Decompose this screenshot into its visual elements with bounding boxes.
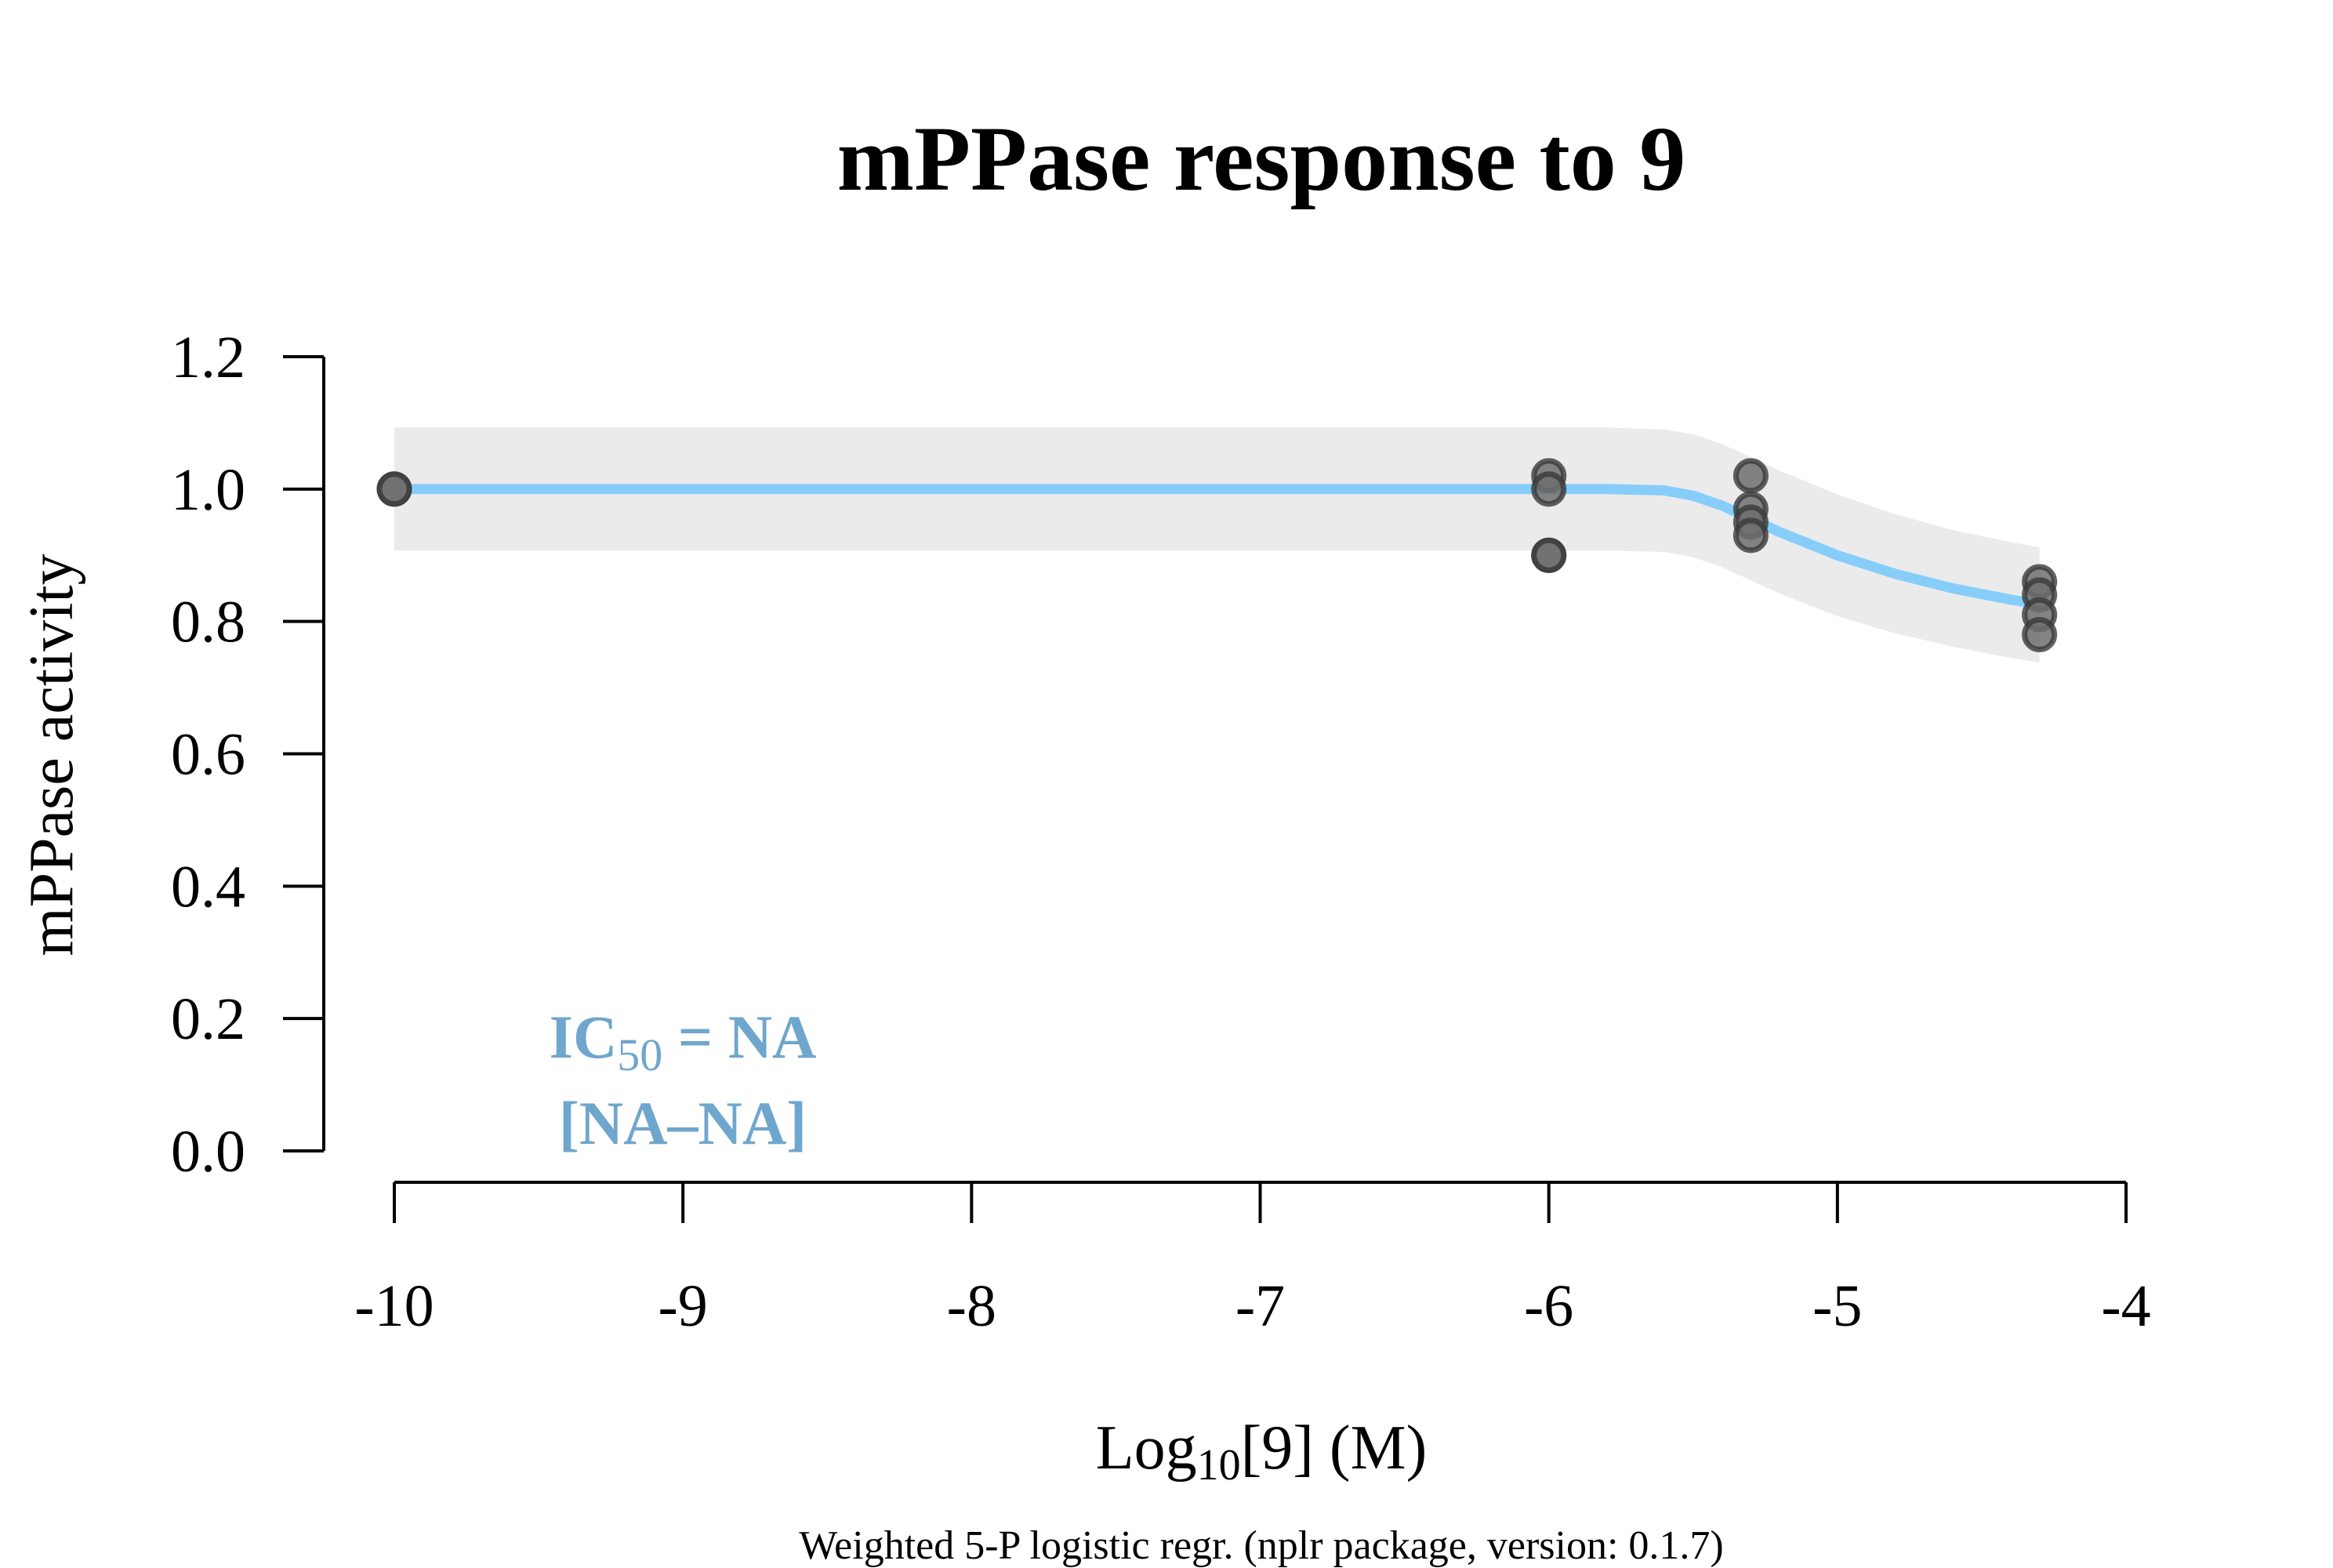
x-axis-label-subscript: 10 — [1197, 1441, 1241, 1490]
x-tick-label: -8 — [947, 1273, 996, 1339]
ic50-interval: [NA–NA] — [559, 1089, 807, 1157]
y-tick-label: 1.2 — [171, 325, 245, 390]
x-tick-label: -6 — [1524, 1273, 1573, 1339]
y-tick-label: 0.4 — [171, 854, 245, 920]
ic50-label-value: = NA — [662, 1003, 816, 1071]
x-tick-label: -7 — [1235, 1273, 1285, 1339]
y-tick-label: 0.0 — [171, 1119, 245, 1185]
x-tick-label: -9 — [659, 1273, 708, 1339]
confidence-band-layer — [394, 427, 2040, 662]
x-tick-label: -10 — [354, 1273, 434, 1339]
chart-title: mPPase response to 9 — [837, 107, 1686, 210]
x-tick-label: -4 — [2101, 1273, 2150, 1339]
data-point — [2022, 617, 2058, 652]
fit-curve — [389, 484, 2045, 610]
y-tick-label: 0.2 — [171, 986, 245, 1052]
y-tick-label: 0.6 — [171, 722, 245, 788]
fit-method-footnote: Weighted 5-P logistic regr. (nplr packag… — [799, 1523, 1723, 1568]
x-axis-label-prefix: Log — [1096, 1414, 1197, 1483]
ic50-label-prefix: IC — [550, 1003, 618, 1071]
data-point — [376, 471, 412, 507]
data-point — [1733, 517, 1769, 554]
fit-curve-layer — [389, 484, 2045, 610]
ic50-label-subscript: 50 — [617, 1029, 662, 1080]
data-point — [1531, 537, 1567, 573]
x-axis-label-suffix: [9] (M) — [1241, 1414, 1428, 1483]
confidence-band — [394, 427, 2040, 662]
x-tick-label: -5 — [1812, 1273, 1862, 1339]
y-axis: 0.0 0.2 0.4 0.6 0.8 1.0 1.2 — [171, 325, 325, 1185]
ic50-annotation: IC50 = NA — [550, 1003, 817, 1080]
x-axis: -10 -9 -8 -7 -6 -5 -4 — [354, 1181, 2151, 1339]
x-axis-label: Log10[9] (M) — [1096, 1414, 1428, 1490]
data-point — [1531, 471, 1567, 507]
y-tick-label: 0.8 — [171, 590, 245, 655]
y-tick-label: 1.0 — [171, 457, 245, 523]
data-points-layer — [376, 458, 2058, 652]
data-point — [1733, 458, 1769, 494]
y-axis-label: mPPase activity — [17, 554, 86, 956]
